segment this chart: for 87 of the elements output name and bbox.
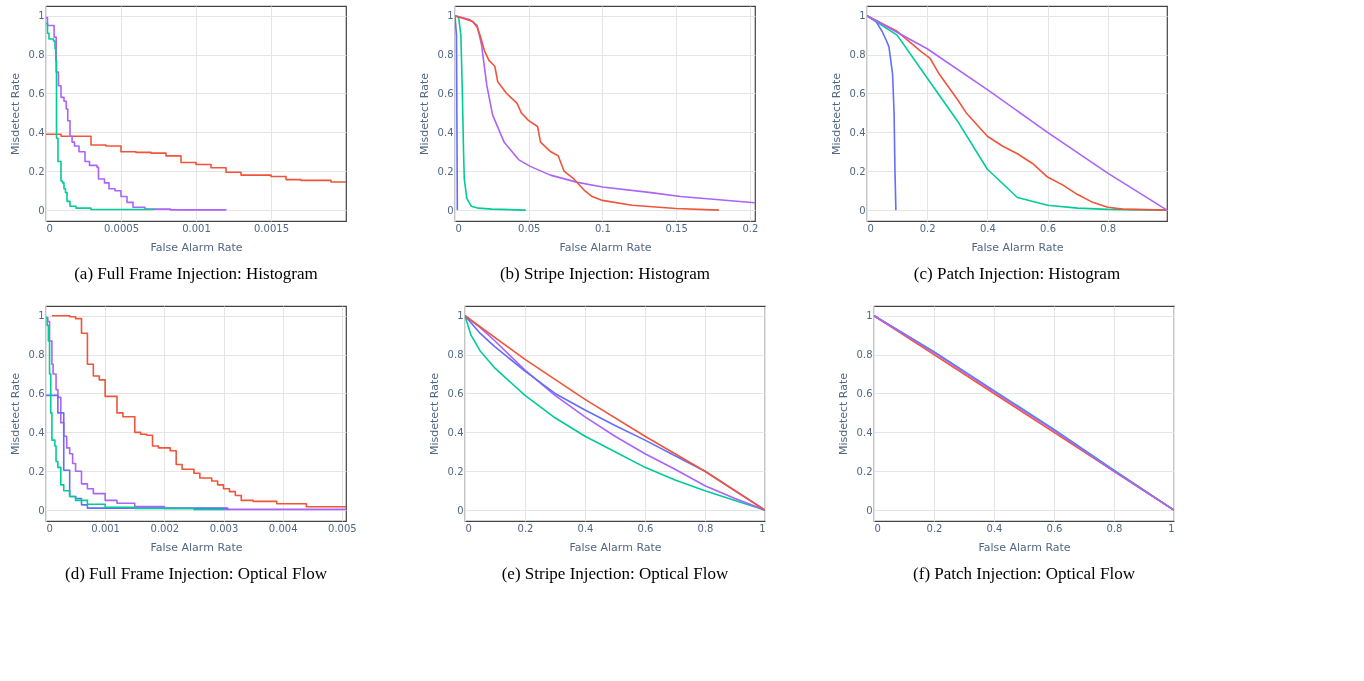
x-axis-title: False Alarm Rate — [150, 540, 243, 554]
text: (a) Full Frame Injection: Histogram — [74, 264, 318, 283]
y-tick-label: 0.2 — [856, 465, 873, 477]
y-tick-label: 0.8 — [28, 49, 45, 61]
y-axis-title: Misdetect Rate — [836, 372, 850, 456]
y-tick-label: 0.2 — [28, 465, 45, 477]
x-tick-label: 0.003 — [209, 522, 239, 534]
x-tick-label: 0.8 — [1100, 222, 1117, 234]
x-tick-label: 0.4 — [986, 522, 1003, 534]
x-tick-label: 0.4 — [577, 522, 594, 534]
y-tick-label: 0.2 — [437, 165, 454, 177]
x-tick-label: 0.15 — [665, 222, 688, 234]
line-series — [455, 14, 527, 211]
y-tick-label: 0.2 — [447, 465, 464, 477]
y-tick-label: 0 — [859, 204, 866, 216]
x-tick-label: 0.2 — [517, 522, 534, 534]
y-tick-label: 0.8 — [849, 49, 866, 61]
y-tick-label: 0.6 — [28, 387, 45, 399]
y-tick-label: 0.4 — [437, 126, 454, 138]
x-axis-title: False Alarm Rate — [150, 240, 243, 254]
y-tick-label: 0.8 — [447, 349, 464, 361]
x-axis-title: False Alarm Rate — [971, 240, 1064, 254]
x-tick-label: 0.0005 — [104, 222, 139, 234]
x-axis-title: False Alarm Rate — [569, 540, 662, 554]
y-tick-label: 0 — [866, 504, 873, 516]
y-tick-label: 0 — [38, 504, 45, 516]
x-tick-label: 0.6 — [1040, 222, 1056, 234]
y-tick-label: 1 — [38, 10, 45, 22]
x-tick-label: 0.1 — [594, 222, 611, 234]
y-tick-label: 0.6 — [437, 87, 454, 99]
y-tick-label: 0.2 — [849, 165, 866, 177]
x-tick-label: 0.001 — [91, 522, 120, 534]
y-tick-label: 0.6 — [849, 87, 866, 99]
x-tick-label: 0 — [874, 522, 881, 534]
x-tick-label: 0 — [46, 522, 53, 534]
text: (b) Stripe Injection: Histogram — [499, 264, 711, 283]
text: (c) Patch Injection: Histogram — [913, 264, 1121, 283]
x-tick-label: 0.2 — [919, 222, 936, 234]
y-tick-label: 0.6 — [28, 87, 45, 99]
x-tick-label: 1 — [759, 522, 766, 534]
x-tick-label: 0.8 — [697, 522, 714, 534]
text: (e) Stripe Injection: Optical Flow — [501, 564, 730, 583]
x-tick-label: 0.05 — [518, 222, 541, 234]
y-tick-label: 0 — [38, 204, 45, 216]
x-tick-label: 0.2 — [926, 522, 943, 534]
y-tick-label: 0 — [447, 204, 454, 216]
y-tick-label: 0.4 — [856, 426, 873, 438]
x-tick-label: 0.005 — [328, 522, 357, 534]
x-tick-label: 0.4 — [979, 222, 996, 234]
y-tick-label: 0.6 — [447, 387, 464, 399]
x-axis-title: False Alarm Rate — [559, 240, 652, 254]
text: (f) Patch Injection: Optical Flow — [913, 564, 1136, 583]
y-tick-label: 0.8 — [28, 349, 45, 361]
y-tick-label: 0.4 — [28, 426, 45, 438]
y-tick-label: 0 — [457, 504, 464, 516]
x-tick-label: 0.002 — [150, 522, 180, 534]
y-tick-label: 0.8 — [437, 49, 454, 61]
line-series — [465, 314, 765, 511]
y-tick-label: 0.4 — [28, 126, 45, 138]
y-tick-label: 0.4 — [447, 426, 464, 438]
y-tick-label: 1 — [866, 310, 873, 322]
y-tick-label: 1 — [38, 310, 45, 322]
y-tick-label: 0.8 — [856, 349, 873, 361]
x-tick-label: 0.6 — [637, 522, 654, 534]
y-tick-label: 1 — [447, 10, 454, 22]
y-axis-title: Misdetect Rate — [417, 72, 431, 156]
y-tick-label: 0.4 — [849, 126, 866, 138]
y-tick-label: 1 — [457, 310, 464, 322]
y-axis-title: Misdetect Rate — [8, 72, 22, 156]
y-axis-title: Misdetect Rate — [427, 372, 441, 456]
x-tick-label: 0.6 — [1046, 522, 1063, 534]
x-tick-label: 1 — [1168, 522, 1175, 534]
x-tick-label: 0 — [46, 222, 53, 234]
y-tick-label: 0.6 — [856, 387, 873, 399]
x-tick-label: 0.8 — [1106, 522, 1123, 534]
y-tick-label: 1 — [859, 10, 866, 22]
line-series — [867, 14, 1167, 211]
x-tick-label: 0.2 — [742, 222, 759, 234]
x-tick-label: 0.0015 — [254, 222, 289, 234]
text: (d) Full Frame Injection: Optical Flow — [64, 564, 328, 583]
y-tick-label: 0.2 — [28, 165, 45, 177]
x-axis-title: False Alarm Rate — [978, 540, 1071, 554]
x-tick-label: 0.004 — [268, 522, 298, 534]
x-tick-label: 0 — [465, 522, 472, 534]
y-axis-title: Misdetect Rate — [829, 72, 843, 156]
y-axis-title: Misdetect Rate — [8, 372, 22, 456]
x-tick-label: 0.001 — [182, 222, 211, 234]
